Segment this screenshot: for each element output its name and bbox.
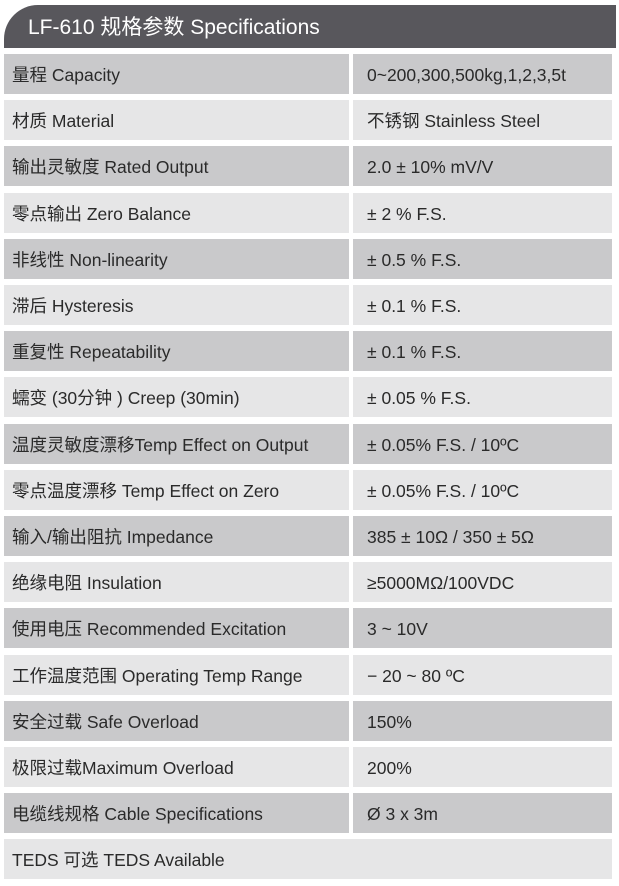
table-row: 蠕变 (30分钟 ) Creep (30min) ± 0.05 % F.S. (4, 377, 612, 418)
spec-value: ± 0.1 % F.S. (353, 285, 612, 325)
table-row: 重复性 Repeatability ± 0.1 % F.S. (4, 331, 612, 372)
spec-value: − 20 ~ 80 ºC (353, 654, 612, 695)
spec-value: 2.0 ± 10% mV/V (353, 146, 612, 187)
table-row: 工作温度范围 Operating Temp Range − 20 ~ 80 ºC (4, 654, 612, 695)
table-row: 零点输出 Zero Balance ± 2 % F.S. (4, 192, 612, 233)
table-row: 滞后 Hysteresis ± 0.1 % F.S. (4, 285, 612, 325)
table-row: 材质 Material 不锈钢 Stainless Steel (4, 100, 612, 141)
spec-label: 使用电压 Recommended Excitation (4, 608, 349, 649)
table-row: 安全过载 Safe Overload 150% (4, 700, 612, 741)
table-row-teds: TEDS 可选 TEDS Available (4, 839, 612, 880)
spec-value: ± 0.05% F.S. / 10ºC (353, 423, 612, 464)
spec-title-bar: LF-610 规格参数 Specifications (4, 5, 616, 48)
table-row: 非线性 Non-linearity ± 0.5 % F.S. (4, 238, 612, 279)
spec-value: ± 0.5 % F.S. (353, 238, 612, 279)
spec-label: 零点输出 Zero Balance (4, 192, 349, 233)
table-row: 电缆线规格 Cable Specifications Ø 3 x 3m (4, 793, 612, 834)
spec-label: 量程 Capacity (4, 54, 349, 94)
spec-value: ± 0.1 % F.S. (353, 331, 612, 372)
spec-label: 零点温度漂移 Temp Effect on Zero (4, 469, 349, 510)
table-row: 输出灵敏度 Rated Output 2.0 ± 10% mV/V (4, 146, 612, 187)
spec-label: 极限过载Maximum Overload (4, 747, 349, 787)
spec-value: ± 2 % F.S. (353, 192, 612, 233)
spec-label: 重复性 Repeatability (4, 331, 349, 372)
spec-label: 材质 Material (4, 100, 349, 141)
table-row: 零点温度漂移 Temp Effect on Zero ± 0.05% F.S. /… (4, 469, 612, 510)
table-row: 输入/输出阻抗 Impedance 385 ± 10Ω / 350 ± 5Ω (4, 516, 612, 556)
spec-label: 滞后 Hysteresis (4, 285, 349, 325)
spec-label: 安全过载 Safe Overload (4, 700, 349, 741)
spec-label: 输入/输出阻抗 Impedance (4, 516, 349, 556)
teds-label: TEDS 可选 TEDS Available (4, 839, 612, 880)
spec-value: 3 ~ 10V (353, 608, 612, 649)
spec-label: 蠕变 (30分钟 ) Creep (30min) (4, 377, 349, 418)
spec-label: 电缆线规格 Cable Specifications (4, 793, 349, 834)
spec-label: 温度灵敏度漂移Temp Effect on Output (4, 423, 349, 464)
spec-value: 0~200,300,500kg,1,2,3,5t (353, 54, 612, 94)
spec-value: ± 0.05% F.S. / 10ºC (353, 469, 612, 510)
table-row: 温度灵敏度漂移Temp Effect on Output ± 0.05% F.S.… (4, 423, 612, 464)
spec-value: 不锈钢 Stainless Steel (353, 100, 612, 141)
spec-value: 385 ± 10Ω / 350 ± 5Ω (353, 516, 612, 556)
spec-value: Ø 3 x 3m (353, 793, 612, 834)
spec-value: ± 0.05 % F.S. (353, 377, 612, 418)
page-title: LF-610 规格参数 Specifications (28, 16, 320, 39)
spec-value: ≥5000MΩ/100VDC (353, 562, 612, 603)
table-row: 极限过载Maximum Overload 200% (4, 747, 612, 787)
spec-value: 150% (353, 700, 612, 741)
table-row: 使用电压 Recommended Excitation 3 ~ 10V (4, 608, 612, 649)
table-row: 绝缘电阻 Insulation ≥5000MΩ/100VDC (4, 562, 612, 603)
spec-label: 绝缘电阻 Insulation (4, 562, 349, 603)
spec-label: 输出灵敏度 Rated Output (4, 146, 349, 187)
spec-label: 非线性 Non-linearity (4, 238, 349, 279)
table-row: 量程 Capacity 0~200,300,500kg,1,2,3,5t (4, 54, 612, 94)
spec-label: 工作温度范围 Operating Temp Range (4, 654, 349, 695)
spec-value: 200% (353, 747, 612, 787)
